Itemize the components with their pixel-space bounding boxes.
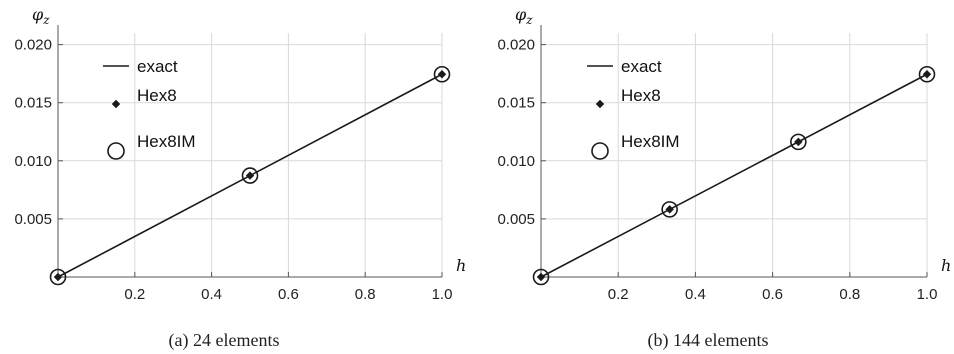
legend-label-hex8im: Hex8IM xyxy=(621,132,680,151)
y-axis-label: φz xyxy=(515,5,533,27)
point-hex8im xyxy=(790,133,807,151)
legend-label-exact: exact xyxy=(137,57,178,76)
x-axis-label: h xyxy=(456,256,466,275)
point-hex8 xyxy=(53,272,63,282)
legend: exact Hex8 Hex8IM xyxy=(587,57,680,160)
legend-label-exact: exact xyxy=(621,57,662,76)
chart-panel-b: 0.2 0.4 0.6 0.8 1.0 0.005 0.010 0.015 0.020 φz h ex… xyxy=(497,5,951,351)
y-tick-label: 0.005 xyxy=(497,211,535,228)
legend-label-hex8: Hex8 xyxy=(137,86,177,105)
point-hex8 xyxy=(536,272,546,282)
x-axis-label: h xyxy=(941,256,951,275)
legend-hex8im-marker xyxy=(107,142,125,160)
point-hex8im xyxy=(661,201,678,218)
x-tick-label: 0.6 xyxy=(278,286,299,303)
y-tick-label: 0.005 xyxy=(14,211,52,228)
point-hex8 xyxy=(665,205,674,214)
y-tick-label: 0.020 xyxy=(14,37,52,54)
x-tick-label: 1.0 xyxy=(432,286,453,303)
point-hex8 xyxy=(437,70,447,79)
point-hex8 xyxy=(794,137,803,147)
series-line-exact xyxy=(540,73,928,278)
point-hex8im xyxy=(918,65,936,83)
point-hex8 xyxy=(922,70,932,79)
y-tick-label: 0.010 xyxy=(14,153,52,170)
point-hex8im xyxy=(433,65,451,83)
y-tick-label: 0.020 xyxy=(497,37,535,54)
x-tick-label: 0.4 xyxy=(201,286,222,303)
legend-label-hex8im: Hex8IM xyxy=(137,132,196,151)
legend: exact Hex8 Hex8IM xyxy=(103,57,196,160)
y-tick-label: 0.010 xyxy=(497,153,535,170)
point-hex8 xyxy=(245,171,255,180)
figure-caption: (a) 24 elements xyxy=(169,330,280,351)
figure-caption: (b) 144 elements xyxy=(648,330,769,351)
y-tick-label: 0.015 xyxy=(14,95,52,112)
point-hex8im xyxy=(241,167,259,184)
legend-label-hex8: Hex8 xyxy=(621,86,661,105)
x-tick-label: 0.2 xyxy=(608,286,629,303)
x-tick-label: 0.8 xyxy=(839,286,860,303)
point-hex8im xyxy=(49,268,67,286)
chart-panel-a: 0.2 0.4 0.6 0.8 1.0 0.005 0.010 0.015 0.020 φz h ex… xyxy=(14,5,466,351)
x-tick-label: 1.0 xyxy=(917,286,938,303)
x-tick-label: 0.4 xyxy=(685,286,706,303)
x-tick-label: 0.6 xyxy=(762,286,783,303)
point-hex8im xyxy=(532,268,550,286)
y-axis-label: φz xyxy=(32,5,50,27)
legend-hex8-marker xyxy=(595,99,605,109)
legend-hex8im-marker xyxy=(591,142,609,160)
x-tick-label: 0.8 xyxy=(355,286,376,303)
y-tick-label: 0.015 xyxy=(497,95,535,112)
legend-hex8-marker xyxy=(111,99,121,109)
x-tick-label: 0.2 xyxy=(124,286,145,303)
